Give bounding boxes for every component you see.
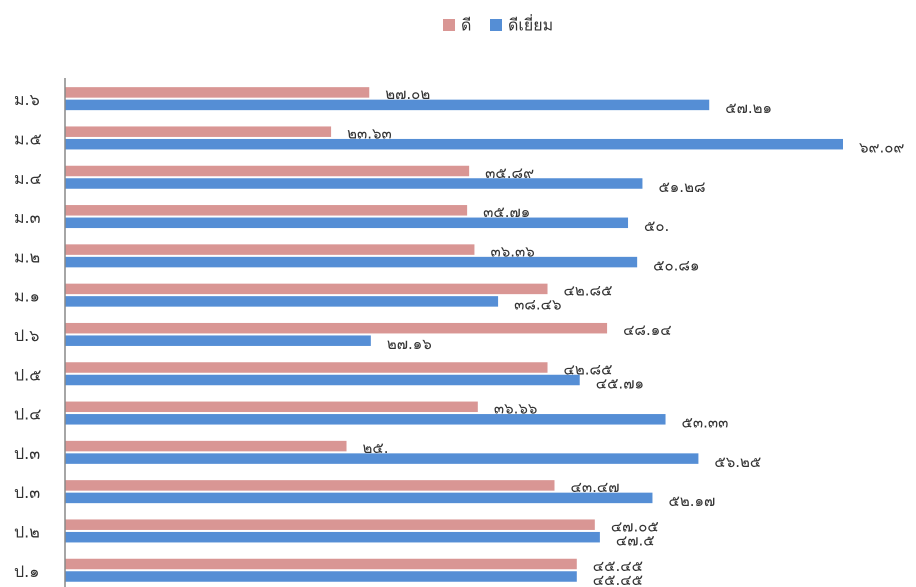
data-label: ๔๓.๔๗ <box>571 478 620 496</box>
bar <box>65 335 371 346</box>
data-label: ๔๘.๑๔ <box>623 321 672 339</box>
y-tick-label: ป.๓ <box>14 483 40 502</box>
y-tick-label: ม.๑ <box>14 287 40 306</box>
data-label: ๕๓.๓๓ <box>682 414 729 432</box>
bar <box>65 256 638 268</box>
y-tick-label: ป.๒ <box>14 522 40 541</box>
bar <box>65 401 478 413</box>
bar <box>65 87 370 98</box>
data-label: ๔๕.๔๕ <box>593 571 643 587</box>
data-label: ๓๘.๔๖ <box>514 296 561 314</box>
y-tick-label: ป.๓ <box>14 444 40 463</box>
bar <box>65 205 468 216</box>
y-tick-label: ม.๕ <box>14 129 42 148</box>
data-label: ๔๗.๕ <box>616 531 655 549</box>
data-label: ๒๗.๑๖ <box>387 335 432 353</box>
bar <box>65 126 332 137</box>
bar <box>65 492 653 504</box>
bar <box>65 138 843 150</box>
bar <box>65 178 643 189</box>
data-label: ๓๖.๖๖ <box>494 400 538 418</box>
bar <box>65 99 710 111</box>
bar <box>65 480 555 491</box>
bar <box>65 519 595 530</box>
data-label: ๒๕. <box>363 439 389 457</box>
bar <box>65 165 470 177</box>
y-tick-label: ป.๖ <box>14 326 39 345</box>
data-label: ๕๐. <box>644 217 669 235</box>
bar <box>65 571 577 582</box>
y-tick-label: ป.๔ <box>14 405 41 424</box>
bar <box>65 283 548 295</box>
data-label: ๔๕.๔๕ <box>593 557 643 575</box>
legend-swatch <box>443 19 455 31</box>
legend-label: ดี <box>461 16 471 35</box>
legend-swatch <box>490 19 502 31</box>
bar <box>65 244 475 255</box>
bar <box>65 322 608 334</box>
data-label: ๕๐.๘๑ <box>653 256 699 274</box>
data-label: ๕๑.๒๘ <box>658 178 705 196</box>
bar <box>65 217 629 229</box>
y-tick-label: ม.๔ <box>14 169 42 188</box>
bar <box>65 453 699 464</box>
legend-label: ดีเยี่ยม <box>508 14 553 35</box>
bar <box>65 558 577 570</box>
bar <box>65 374 580 386</box>
data-label: ๔๗.๐๕ <box>611 517 659 535</box>
data-label: ๔๕.๗๑ <box>596 374 644 392</box>
data-label: ๕๖.๒๕ <box>714 453 761 471</box>
data-label: ๖๙.๐๙ <box>859 138 904 156</box>
bar <box>65 414 666 425</box>
data-label: ๔๒.๘๕ <box>564 282 613 300</box>
bar <box>65 440 347 452</box>
y-tick-label: ป.๕ <box>14 365 41 384</box>
data-label: ๕๗.๒๑ <box>725 99 772 117</box>
data-label: ๓๕.๘๙ <box>485 164 534 182</box>
y-tick-label: ม.๓ <box>14 208 41 227</box>
y-tick-label: ม.๖ <box>14 90 40 109</box>
y-tick-label: ป.๑ <box>14 562 39 581</box>
data-label: ๒๓.๖๓ <box>347 124 392 142</box>
data-label: ๓๖.๓๖ <box>490 242 534 260</box>
data-label: ๓๕.๗๑ <box>483 203 530 221</box>
bar <box>65 531 600 543</box>
bar <box>65 362 548 373</box>
y-tick-label: ม.๒ <box>14 247 40 266</box>
data-label: ๔๒.๘๕ <box>564 360 613 378</box>
data-label: ๒๗.๐๒ <box>385 85 430 103</box>
bar <box>65 296 499 307</box>
data-label: ๕๒.๑๗ <box>668 492 715 510</box>
